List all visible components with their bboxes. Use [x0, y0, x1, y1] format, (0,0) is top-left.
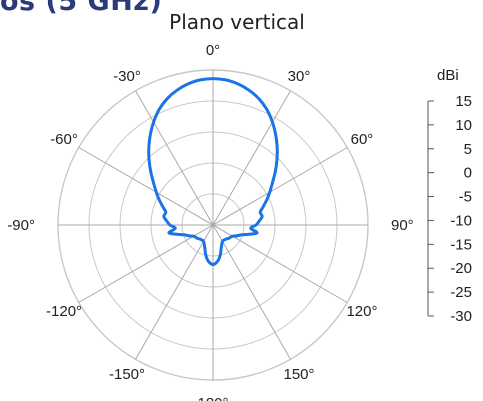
angle-tick-label: 60°: [351, 131, 374, 148]
angle-tick-label: 150°: [283, 366, 314, 383]
chart-subtitle: Plano vertical: [169, 10, 305, 34]
page-title: os (5 GHz): [0, 0, 163, 17]
scale-tick-label: -15: [450, 236, 472, 253]
angle-tick-label: -60°: [50, 131, 78, 148]
scale-tick-label: -30: [450, 308, 472, 325]
angle-tick-label: 120°: [346, 303, 377, 320]
angle-tick-label: 180°: [197, 395, 228, 401]
angle-tick-label: -90°: [7, 217, 35, 234]
angle-tick-label: 90°: [391, 217, 414, 234]
polar-grid: [57, 69, 369, 381]
scale-unit-label: dBi: [437, 67, 459, 84]
radiation-pattern: [147, 77, 279, 267]
grid-spoke: [135, 90, 291, 360]
scale-tick-label: 15: [455, 93, 472, 110]
scale-tick-label: -25: [450, 284, 472, 301]
scale-tick-label: -20: [450, 260, 472, 277]
angle-tick-label: -30°: [113, 68, 141, 85]
scale-tick-label: 0: [464, 165, 472, 182]
angle-tick-label: -120°: [46, 303, 82, 320]
scale-tick-label: -10: [450, 212, 472, 229]
scale-tick-label: 10: [455, 117, 472, 134]
gain-pattern-line: [147, 77, 279, 267]
angle-tick-label: -150°: [109, 366, 145, 383]
angle-tick-label: 0°: [206, 42, 220, 59]
angle-tick-label: 30°: [288, 68, 311, 85]
angle-labels: 0° 30° 60° 90° 120° 150° 180° -150° -120° -90° -60…: [7, 42, 413, 401]
scale-tick-label: 5: [464, 141, 472, 158]
gain-scale: dBi 15 10 5 0 -5 -10 -15 -20 -25 -30: [427, 67, 472, 325]
scale-tick-label: -5: [459, 189, 472, 206]
